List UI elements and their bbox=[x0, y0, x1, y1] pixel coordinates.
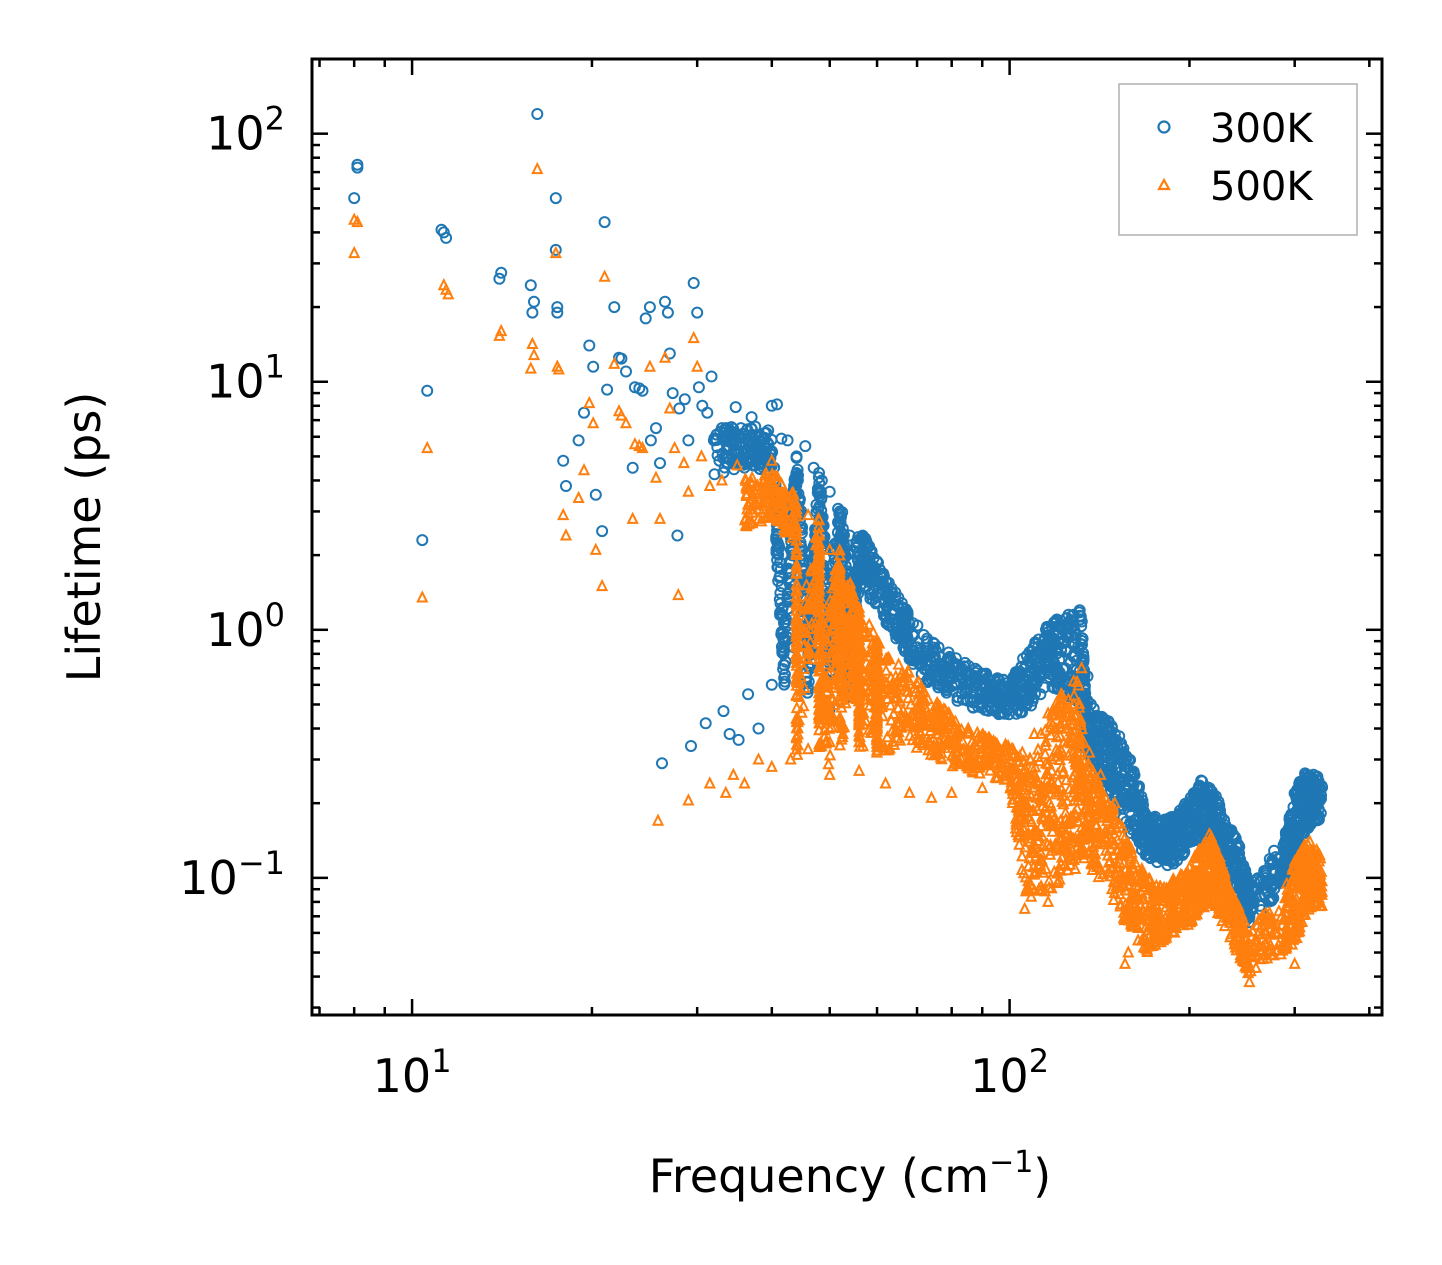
data-point bbox=[1042, 641, 1055, 654]
data-point bbox=[1048, 639, 1061, 652]
data-point bbox=[976, 676, 989, 689]
data-point bbox=[1076, 632, 1089, 645]
data-point bbox=[948, 657, 961, 670]
data-point bbox=[1132, 782, 1145, 795]
data-point bbox=[770, 546, 783, 559]
data-point bbox=[813, 500, 826, 512]
data-point bbox=[1117, 742, 1130, 755]
data-point bbox=[778, 675, 791, 688]
data-point bbox=[791, 474, 804, 487]
data-point bbox=[900, 643, 912, 656]
data-point bbox=[1144, 814, 1157, 827]
data-point bbox=[1050, 667, 1063, 680]
data-point bbox=[840, 550, 852, 563]
data-point bbox=[812, 471, 825, 484]
data-point bbox=[1034, 688, 1047, 701]
data-point bbox=[948, 677, 961, 690]
data-point bbox=[1097, 749, 1110, 762]
data-point bbox=[928, 637, 941, 650]
data-point bbox=[1011, 685, 1023, 698]
data-point bbox=[1076, 638, 1088, 651]
data-point bbox=[1077, 650, 1090, 663]
data-point bbox=[877, 603, 890, 615]
data-point bbox=[871, 556, 884, 569]
data-point bbox=[929, 674, 942, 687]
data-point bbox=[1050, 663, 1063, 676]
data-point bbox=[1047, 626, 1060, 639]
data-point bbox=[745, 423, 758, 436]
data-point bbox=[802, 675, 815, 688]
data-point bbox=[885, 597, 898, 610]
data-point bbox=[723, 423, 736, 436]
data-point bbox=[752, 447, 765, 459]
data-point bbox=[718, 461, 731, 474]
data-point bbox=[791, 470, 804, 483]
data-point bbox=[1075, 615, 1088, 628]
data-point bbox=[1064, 656, 1077, 669]
data-point bbox=[728, 443, 740, 456]
data-point bbox=[1119, 757, 1132, 770]
data-point bbox=[929, 644, 942, 657]
data-point bbox=[883, 589, 896, 602]
data-point bbox=[1009, 666, 1022, 679]
data-point bbox=[1130, 831, 1143, 843]
data-point bbox=[1025, 650, 1038, 663]
data-point bbox=[1109, 736, 1121, 749]
data-point bbox=[877, 570, 890, 582]
data-point bbox=[917, 629, 930, 641]
data-point bbox=[1157, 845, 1170, 858]
data-point bbox=[778, 633, 791, 646]
data-point bbox=[995, 707, 1008, 720]
data-point bbox=[770, 533, 783, 546]
data-point bbox=[1076, 668, 1088, 681]
data-point bbox=[977, 669, 990, 682]
series-300k bbox=[348, 108, 1329, 929]
data-point bbox=[1025, 699, 1038, 712]
data-point bbox=[949, 652, 962, 665]
data-point bbox=[959, 675, 972, 688]
data-point bbox=[901, 631, 914, 644]
data-point bbox=[920, 635, 933, 648]
data-point bbox=[722, 443, 735, 456]
data-point bbox=[1061, 629, 1074, 642]
data-point bbox=[899, 616, 912, 629]
data-point bbox=[777, 647, 790, 660]
data-point bbox=[907, 657, 920, 670]
data-point bbox=[742, 456, 755, 469]
data-point bbox=[1117, 769, 1130, 782]
data-point bbox=[859, 532, 872, 545]
data-point bbox=[720, 450, 733, 463]
data-point bbox=[1081, 694, 1094, 707]
data-point bbox=[1032, 633, 1045, 646]
data-point bbox=[921, 676, 934, 688]
data-point bbox=[1010, 707, 1023, 720]
data-point bbox=[979, 703, 992, 716]
series-layer bbox=[348, 108, 1329, 988]
data-point bbox=[779, 616, 792, 628]
data-point bbox=[1112, 779, 1125, 792]
data-point bbox=[772, 539, 785, 552]
data-point bbox=[951, 694, 964, 707]
data-point bbox=[711, 441, 724, 454]
data-point bbox=[923, 674, 936, 687]
data-point bbox=[967, 701, 980, 714]
